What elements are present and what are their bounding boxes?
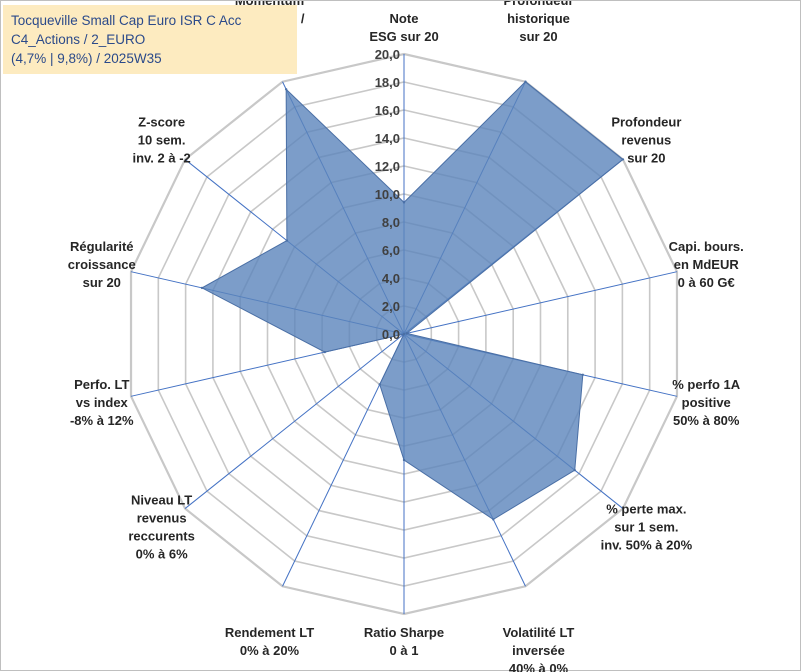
category-label: inv. 50% à 20% bbox=[601, 537, 693, 552]
category-label: 40% à 0% bbox=[509, 661, 569, 672]
category-label: revenus bbox=[137, 510, 187, 525]
category-label: croissance bbox=[68, 257, 136, 272]
tick-label: 16,0 bbox=[375, 103, 400, 118]
series-layer bbox=[200, 80, 625, 521]
category-label: sur 20 bbox=[627, 151, 665, 166]
axis-spoke bbox=[184, 333, 405, 509]
data-point bbox=[524, 80, 527, 83]
data-point bbox=[285, 239, 289, 242]
category-label: en MdEUR bbox=[674, 257, 740, 272]
category-label: ESG sur 20 bbox=[369, 29, 438, 44]
data-point bbox=[200, 286, 204, 290]
category-label: Profondeur bbox=[503, 1, 573, 8]
category-label: inv. 2 à -2 bbox=[132, 151, 190, 166]
category-label: vs index bbox=[76, 395, 129, 410]
data-point bbox=[573, 468, 576, 472]
tick-label: 18,0 bbox=[375, 75, 400, 90]
category-label: inversée bbox=[512, 643, 565, 658]
axis-spoke bbox=[403, 271, 678, 335]
category-label: Niveau LT bbox=[131, 492, 192, 507]
data-point bbox=[621, 158, 625, 161]
tick-label: 10,0 bbox=[375, 187, 400, 202]
tick-label: 6,0 bbox=[382, 243, 400, 258]
tick-layer: 0,0 2,0 4,0 6,0 8,0 10,0 12,0 14,0 16,0 18,0 20,0 bbox=[375, 47, 400, 342]
data-point bbox=[405, 332, 408, 335]
category-label: -8% à 12% bbox=[70, 413, 134, 428]
category-label: sur 20 bbox=[519, 29, 557, 44]
category-label: Ratio Sharpe bbox=[364, 625, 444, 640]
data-point bbox=[284, 88, 288, 91]
data-point bbox=[402, 332, 406, 336]
category-label: sur 1 sem. bbox=[614, 519, 678, 534]
tick-label: 8,0 bbox=[382, 215, 400, 230]
chart-title-box: Tocqueville Small Cap Euro ISR C Acc C4_… bbox=[3, 5, 297, 74]
category-label: 50% à 80% bbox=[673, 413, 740, 428]
category-label: Note bbox=[390, 11, 419, 26]
tick-label: 0,0 bbox=[382, 327, 400, 342]
data-point bbox=[492, 518, 495, 521]
category-label: sur 20 bbox=[83, 275, 121, 290]
fund-stats: (4,7% | 9,8%) / 2025W35 bbox=[11, 51, 162, 66]
tick-label: 2,0 bbox=[382, 299, 400, 314]
data-point bbox=[581, 373, 585, 377]
category-label: 0% à 6% bbox=[136, 546, 188, 561]
data-point bbox=[402, 201, 406, 204]
category-label: reccurents bbox=[128, 528, 194, 543]
category-label: historique bbox=[507, 11, 570, 26]
category-label: Perfo. LT bbox=[74, 377, 129, 392]
tick-label: 20,0 bbox=[375, 47, 400, 62]
category-label: Volatilité LT bbox=[503, 625, 575, 640]
category-label: 0 à 1 bbox=[390, 643, 419, 658]
category-label: Momentum bbox=[235, 1, 304, 8]
series-area bbox=[200, 81, 624, 521]
fund-category: C4_Actions / 2_EURO bbox=[11, 32, 146, 47]
tick-label: 14,0 bbox=[375, 131, 400, 146]
category-label: revenus bbox=[621, 133, 671, 148]
data-point bbox=[378, 383, 381, 386]
tick-label: 12,0 bbox=[375, 159, 400, 174]
category-label: Capi. bours. bbox=[669, 239, 744, 254]
category-label: positive bbox=[682, 395, 731, 410]
category-label: 10 sem. bbox=[138, 133, 186, 148]
category-label: Régularité bbox=[70, 239, 134, 254]
fund-name: Tocqueville Small Cap Euro ISR C Acc bbox=[11, 13, 242, 28]
category-label: % perte max. bbox=[606, 501, 686, 516]
category-label: Rendement LT bbox=[225, 625, 314, 640]
category-label: 0% à 20% bbox=[240, 643, 300, 658]
data-point bbox=[323, 350, 327, 354]
category-label: Z-score bbox=[138, 115, 185, 130]
category-label: % perfo 1A bbox=[672, 377, 741, 392]
category-label: Profondeur bbox=[611, 115, 681, 130]
data-point bbox=[402, 458, 406, 462]
category-label: 0 à 60 G€ bbox=[678, 275, 735, 290]
tick-label: 4,0 bbox=[382, 271, 400, 286]
